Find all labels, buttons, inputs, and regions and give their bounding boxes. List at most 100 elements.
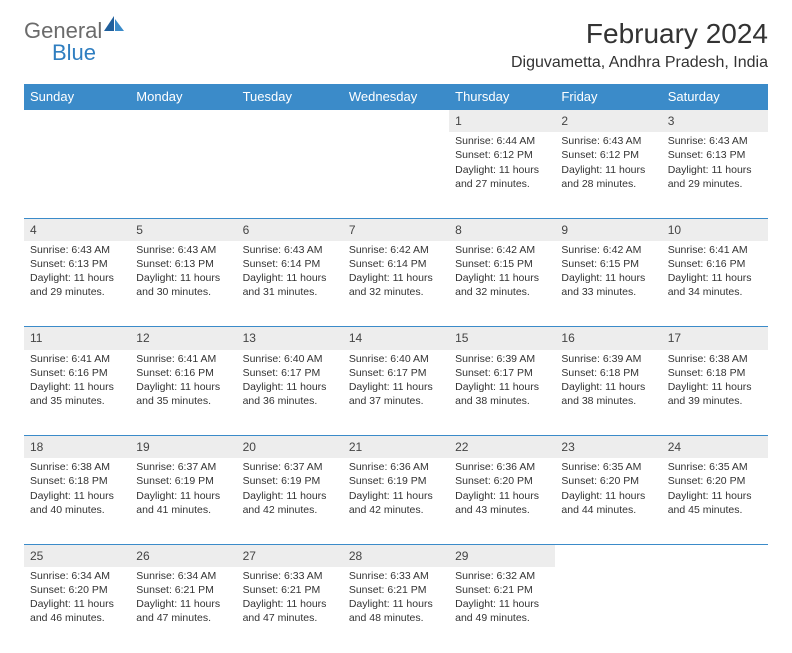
daylight-line-2: and 40 minutes. <box>30 503 124 517</box>
info-row: Sunrise: 6:43 AMSunset: 6:13 PM Daylight:… <box>24 241 768 327</box>
daylight-line-1: Daylight: 11 hours <box>561 380 655 394</box>
sunrise-line: Sunrise: 6:35 AM <box>668 460 762 474</box>
day-number-cell: 19 <box>130 436 236 459</box>
sunrise-line: Sunrise: 6:38 AM <box>30 460 124 474</box>
sunset-line: Sunset: 6:17 PM <box>349 366 443 380</box>
logo-text-blue: Blue <box>52 40 96 66</box>
sunrise-line: Sunrise: 6:41 AM <box>668 243 762 257</box>
sunset-line: Sunset: 6:17 PM <box>243 366 337 380</box>
sunrise-line: Sunrise: 6:42 AM <box>349 243 443 257</box>
day-number-cell <box>237 110 343 133</box>
day-number-cell: 13 <box>237 327 343 350</box>
day-header: Monday <box>130 84 236 110</box>
day-info-cell <box>662 567 768 653</box>
day-header-row: Sunday Monday Tuesday Wednesday Thursday… <box>24 84 768 110</box>
day-info-cell <box>24 132 130 218</box>
day-header: Sunday <box>24 84 130 110</box>
day-info-cell: Sunrise: 6:32 AMSunset: 6:21 PMDaylight:… <box>449 567 555 653</box>
day-info-cell <box>237 132 343 218</box>
sunrise-line: Sunrise: 6:39 AM <box>455 352 549 366</box>
daylight-line-2: and 35 minutes. <box>30 394 124 408</box>
sunset-line: Sunset: 6:13 PM <box>30 257 124 271</box>
daylight-line-2: and 36 minutes. <box>243 394 337 408</box>
daylight-line-2: and 29 minutes. <box>30 285 124 299</box>
sunset-line: Sunset: 6:20 PM <box>668 474 762 488</box>
daylight-line-1: Daylight: 11 hours <box>668 489 762 503</box>
daylight-line-2: and 37 minutes. <box>349 394 443 408</box>
day-header: Saturday <box>662 84 768 110</box>
daylight-line-2: and 42 minutes. <box>349 503 443 517</box>
day-info-cell: Sunrise: 6:43 AMSunset: 6:12 PMDaylight:… <box>555 132 661 218</box>
day-info-cell: Sunrise: 6:33 AMSunset: 6:21 PMDaylight:… <box>343 567 449 653</box>
daylight-line-1: Daylight: 11 hours <box>561 163 655 177</box>
sunrise-line: Sunrise: 6:37 AM <box>136 460 230 474</box>
day-number-cell: 7 <box>343 218 449 241</box>
day-number-cell: 27 <box>237 544 343 567</box>
day-header: Tuesday <box>237 84 343 110</box>
info-row: Sunrise: 6:41 AMSunset: 6:16 PMDaylight:… <box>24 350 768 436</box>
day-info-cell: Sunrise: 6:43 AMSunset: 6:13 PMDaylight:… <box>662 132 768 218</box>
daylight-line-2: and 38 minutes. <box>561 394 655 408</box>
day-info-cell: Sunrise: 6:39 AMSunset: 6:18 PMDaylight:… <box>555 350 661 436</box>
daylight-line-2: and 39 minutes. <box>668 394 762 408</box>
day-number-cell: 24 <box>662 436 768 459</box>
day-info-cell: Sunrise: 6:41 AMSunset: 6:16 PMDaylight:… <box>24 350 130 436</box>
day-number-cell: 11 <box>24 327 130 350</box>
daylight-line-2: and 27 minutes. <box>455 177 549 191</box>
sunrise-line: Sunrise: 6:43 AM <box>30 243 124 257</box>
day-info-cell: Sunrise: 6:33 AMSunset: 6:21 PMDaylight:… <box>237 567 343 653</box>
daylight-line-2: and 41 minutes. <box>136 503 230 517</box>
sunset-line: Sunset: 6:21 PM <box>455 583 549 597</box>
sunrise-line: Sunrise: 6:33 AM <box>243 569 337 583</box>
day-number-cell: 29 <box>449 544 555 567</box>
daylight-line-2: and 44 minutes. <box>561 503 655 517</box>
daylight-line-2: and 34 minutes. <box>668 285 762 299</box>
sunset-line: Sunset: 6:14 PM <box>243 257 337 271</box>
day-number-cell: 9 <box>555 218 661 241</box>
day-info-cell: Sunrise: 6:42 AMSunset: 6:15 PMDaylight:… <box>555 241 661 327</box>
day-info-cell: Sunrise: 6:40 AMSunset: 6:17 PMDaylight:… <box>343 350 449 436</box>
day-number-cell: 18 <box>24 436 130 459</box>
daylight-line-1: Daylight: 11 hours <box>136 597 230 611</box>
day-info-cell: Sunrise: 6:42 AMSunset: 6:15 PMDaylight:… <box>449 241 555 327</box>
sunset-line: Sunset: 6:17 PM <box>455 366 549 380</box>
sunset-line: Sunset: 6:18 PM <box>30 474 124 488</box>
sunrise-line: Sunrise: 6:40 AM <box>349 352 443 366</box>
header: General Blue February 2024 Diguvametta, … <box>24 18 768 72</box>
daynum-row: 11121314151617 <box>24 327 768 350</box>
day-number-cell: 10 <box>662 218 768 241</box>
day-info-cell <box>343 132 449 218</box>
day-info-cell: Sunrise: 6:35 AMSunset: 6:20 PMDaylight:… <box>555 458 661 544</box>
sunrise-line: Sunrise: 6:32 AM <box>455 569 549 583</box>
daylight-line-2: and 32 minutes. <box>349 285 443 299</box>
day-info-cell: Sunrise: 6:42 AMSunset: 6:14 PMDaylight:… <box>343 241 449 327</box>
daylight-line-1: Daylight: 11 hours <box>243 271 337 285</box>
sunset-line: Sunset: 6:19 PM <box>136 474 230 488</box>
day-info-cell: Sunrise: 6:35 AMSunset: 6:20 PMDaylight:… <box>662 458 768 544</box>
day-info-cell: Sunrise: 6:38 AMSunset: 6:18 PMDaylight:… <box>662 350 768 436</box>
sunrise-line: Sunrise: 6:38 AM <box>668 352 762 366</box>
daylight-line-2: and 29 minutes. <box>668 177 762 191</box>
daynum-row: 18192021222324 <box>24 436 768 459</box>
sunset-line: Sunset: 6:19 PM <box>243 474 337 488</box>
sunrise-line: Sunrise: 6:43 AM <box>668 134 762 148</box>
day-number-cell: 21 <box>343 436 449 459</box>
daynum-row: 2526272829 <box>24 544 768 567</box>
sunset-line: Sunset: 6:12 PM <box>455 148 549 162</box>
daylight-line-1: Daylight: 11 hours <box>243 489 337 503</box>
day-info-cell: Sunrise: 6:43 AMSunset: 6:13 PMDaylight:… <box>130 241 236 327</box>
day-number-cell: 12 <box>130 327 236 350</box>
day-header: Thursday <box>449 84 555 110</box>
sunrise-line: Sunrise: 6:34 AM <box>136 569 230 583</box>
daylight-line-1: Daylight: 11 hours <box>243 380 337 394</box>
title-block: February 2024 Diguvametta, Andhra Prades… <box>511 18 768 72</box>
day-number-cell: 16 <box>555 327 661 350</box>
daylight-line-2: and 47 minutes. <box>136 611 230 625</box>
daylight-line-1: Daylight: 11 hours <box>30 489 124 503</box>
daylight-line-1: Daylight: 11 hours <box>349 489 443 503</box>
daylight-line-1: Daylight: 11 hours <box>243 597 337 611</box>
sunset-line: Sunset: 6:21 PM <box>136 583 230 597</box>
daylight-line-1: Daylight: 11 hours <box>349 597 443 611</box>
sunset-line: Sunset: 6:19 PM <box>349 474 443 488</box>
daylight-line-1: Daylight: 11 hours <box>136 271 230 285</box>
